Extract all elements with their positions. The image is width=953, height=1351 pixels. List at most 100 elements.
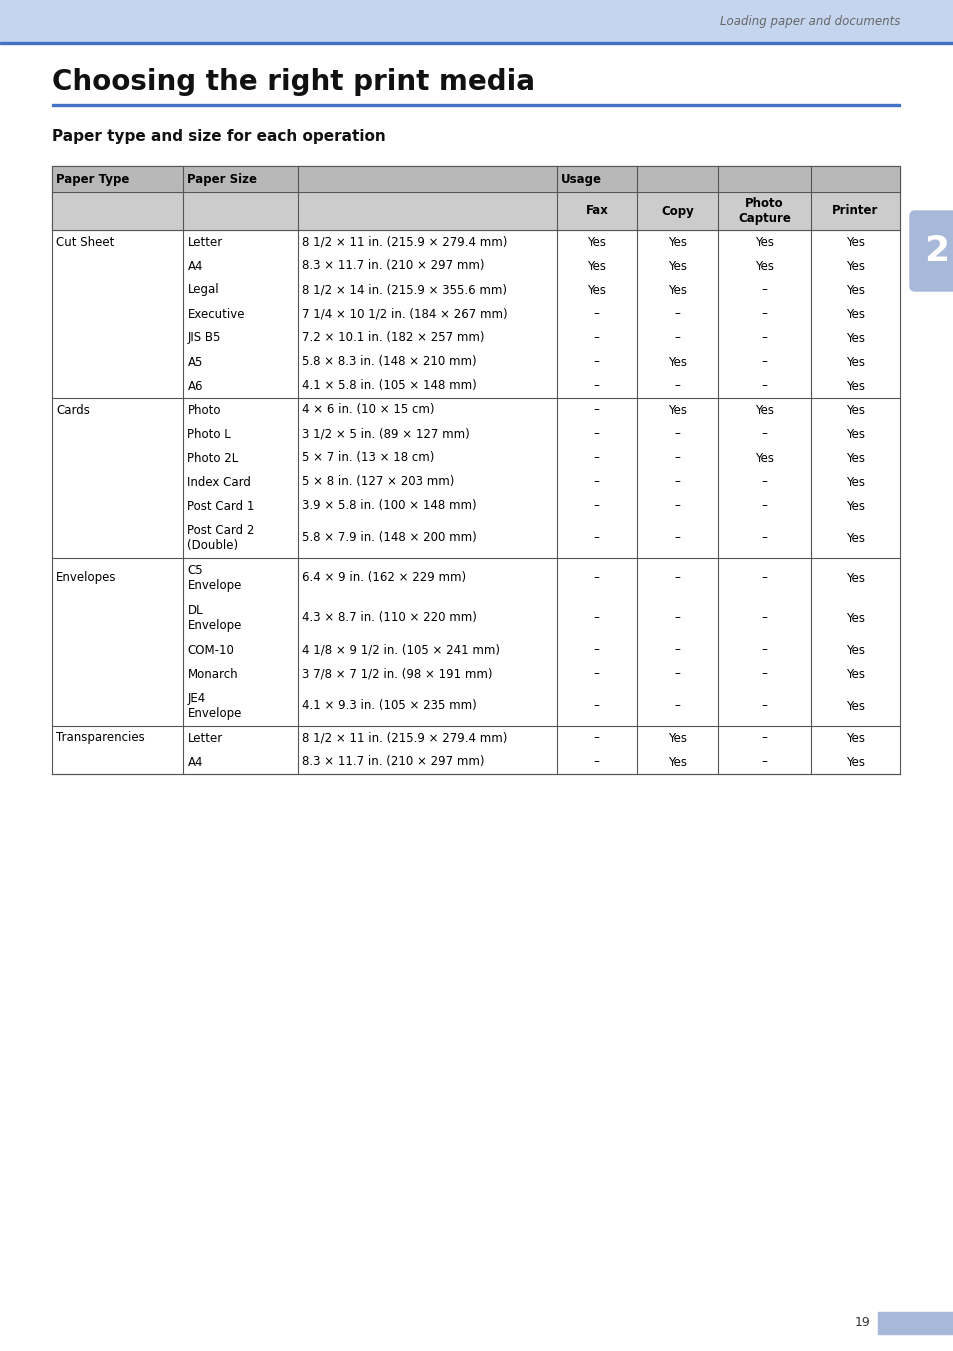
Text: 8 1/2 × 14 in. (215.9 × 355.6 mm): 8 1/2 × 14 in. (215.9 × 355.6 mm) (301, 284, 506, 296)
Text: 8.3 × 11.7 in. (210 × 297 mm): 8.3 × 11.7 in. (210 × 297 mm) (301, 755, 484, 769)
Text: –: – (674, 612, 679, 624)
Text: Yes: Yes (667, 259, 686, 273)
Text: –: – (674, 667, 679, 681)
Text: 19: 19 (853, 1316, 869, 1329)
Text: 4 1/8 × 9 1/2 in. (105 × 241 mm): 4 1/8 × 9 1/2 in. (105 × 241 mm) (301, 643, 499, 657)
Text: Yes: Yes (845, 500, 864, 512)
Text: –: – (674, 476, 679, 489)
Text: –: – (594, 531, 599, 544)
Text: 8 1/2 × 11 in. (215.9 × 279.4 mm): 8 1/2 × 11 in. (215.9 × 279.4 mm) (301, 731, 507, 744)
Text: –: – (594, 380, 599, 393)
Text: –: – (594, 355, 599, 369)
Text: –: – (674, 380, 679, 393)
Text: Yes: Yes (845, 731, 864, 744)
Text: 5 × 8 in. (127 × 203 mm): 5 × 8 in. (127 × 203 mm) (301, 476, 454, 489)
Text: 5.8 × 8.3 in. (148 × 210 mm): 5.8 × 8.3 in. (148 × 210 mm) (301, 355, 476, 369)
Text: COM-10: COM-10 (187, 643, 234, 657)
Text: Yes: Yes (845, 259, 864, 273)
Text: 5.8 × 7.9 in. (148 × 200 mm): 5.8 × 7.9 in. (148 × 200 mm) (301, 531, 476, 544)
Text: –: – (760, 500, 766, 512)
Text: 6.4 × 9 in. (162 × 229 mm): 6.4 × 9 in. (162 × 229 mm) (301, 571, 466, 585)
Text: –: – (674, 571, 679, 585)
Text: Yes: Yes (667, 284, 686, 296)
Bar (52, 104, 899, 105)
Bar (52, 192, 899, 230)
Text: Cards: Cards (56, 404, 90, 416)
Text: –: – (594, 612, 599, 624)
Text: Yes: Yes (587, 235, 606, 249)
Text: Yes: Yes (845, 355, 864, 369)
Text: Yes: Yes (845, 755, 864, 769)
Text: Fax: Fax (585, 204, 608, 218)
Text: –: – (674, 500, 679, 512)
Text: Yes: Yes (587, 259, 606, 273)
Text: Yes: Yes (845, 284, 864, 296)
Bar (0, 42, 953, 45)
Text: –: – (760, 380, 766, 393)
Text: –: – (760, 531, 766, 544)
Text: Yes: Yes (845, 331, 864, 345)
Text: –: – (594, 667, 599, 681)
Text: Paper type and size for each operation: Paper type and size for each operation (52, 128, 385, 145)
Text: –: – (594, 755, 599, 769)
Text: 2: 2 (923, 234, 948, 267)
Text: –: – (760, 700, 766, 712)
Text: Yes: Yes (845, 643, 864, 657)
Bar (0, 0, 953, 42)
Text: –: – (674, 427, 679, 440)
Text: Cut Sheet: Cut Sheet (56, 235, 114, 249)
Text: 8.3 × 11.7 in. (210 × 297 mm): 8.3 × 11.7 in. (210 × 297 mm) (301, 259, 484, 273)
Text: Photo: Photo (187, 404, 221, 416)
Text: A5: A5 (187, 355, 203, 369)
Text: –: – (674, 643, 679, 657)
Text: Photo 2L: Photo 2L (187, 451, 238, 465)
Text: –: – (594, 427, 599, 440)
Bar (877, 1312, 953, 1333)
Text: –: – (594, 500, 599, 512)
Text: JIS B5: JIS B5 (187, 331, 220, 345)
Text: Legal: Legal (187, 284, 219, 296)
Text: Executive: Executive (187, 308, 245, 320)
Text: –: – (594, 476, 599, 489)
Text: 8 1/2 × 11 in. (215.9 × 279.4 mm): 8 1/2 × 11 in. (215.9 × 279.4 mm) (301, 235, 507, 249)
Text: –: – (760, 331, 766, 345)
Text: Yes: Yes (845, 571, 864, 585)
Text: Yes: Yes (845, 612, 864, 624)
Text: –: – (760, 667, 766, 681)
Text: 5 × 7 in. (13 × 18 cm): 5 × 7 in. (13 × 18 cm) (301, 451, 434, 465)
Text: Letter: Letter (187, 731, 222, 744)
Text: –: – (760, 755, 766, 769)
Text: Photo L: Photo L (187, 427, 231, 440)
Text: DL
Envelope: DL Envelope (187, 604, 241, 632)
Text: –: – (760, 284, 766, 296)
Text: A4: A4 (187, 755, 203, 769)
Text: Post Card 2
(Double): Post Card 2 (Double) (187, 524, 254, 553)
Text: –: – (594, 451, 599, 465)
Text: –: – (760, 476, 766, 489)
Text: Yes: Yes (754, 259, 773, 273)
Text: 3.9 × 5.8 in. (100 × 148 mm): 3.9 × 5.8 in. (100 × 148 mm) (301, 500, 476, 512)
Text: –: – (760, 612, 766, 624)
Text: Yes: Yes (845, 427, 864, 440)
Text: –: – (594, 643, 599, 657)
Text: –: – (594, 331, 599, 345)
Text: 7 1/4 × 10 1/2 in. (184 × 267 mm): 7 1/4 × 10 1/2 in. (184 × 267 mm) (301, 308, 507, 320)
Text: –: – (674, 531, 679, 544)
Text: Yes: Yes (754, 235, 773, 249)
Text: –: – (760, 643, 766, 657)
Text: Yes: Yes (667, 755, 686, 769)
Text: A4: A4 (187, 259, 203, 273)
Text: Photo
Capture: Photo Capture (737, 197, 790, 226)
Text: –: – (674, 451, 679, 465)
Text: Post Card 1: Post Card 1 (187, 500, 254, 512)
Text: Letter: Letter (187, 235, 222, 249)
Text: Yes: Yes (845, 531, 864, 544)
Text: Yes: Yes (754, 404, 773, 416)
Text: –: – (594, 571, 599, 585)
Text: Yes: Yes (667, 355, 686, 369)
Text: A6: A6 (187, 380, 203, 393)
Text: Yes: Yes (667, 404, 686, 416)
Text: 4.1 × 5.8 in. (105 × 148 mm): 4.1 × 5.8 in. (105 × 148 mm) (301, 380, 476, 393)
Text: 4.3 × 8.7 in. (110 × 220 mm): 4.3 × 8.7 in. (110 × 220 mm) (301, 612, 476, 624)
Text: Yes: Yes (754, 451, 773, 465)
